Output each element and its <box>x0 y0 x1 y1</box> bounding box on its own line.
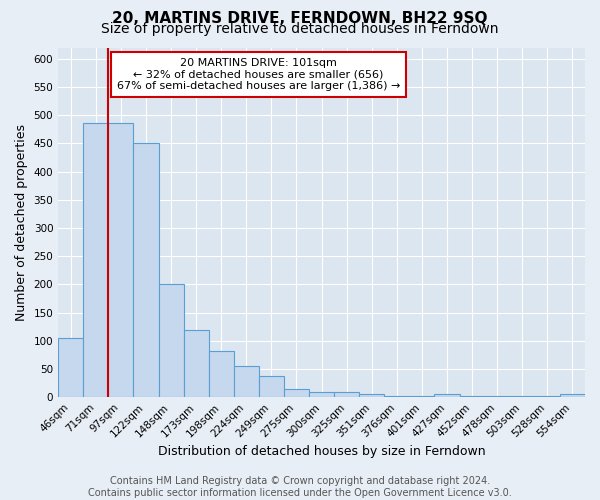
Bar <box>460 396 485 397</box>
Bar <box>184 330 209 397</box>
Bar <box>385 396 409 397</box>
Bar <box>259 376 284 397</box>
Bar <box>434 394 460 397</box>
Bar <box>83 122 109 397</box>
Text: Contains HM Land Registry data © Crown copyright and database right 2024.
Contai: Contains HM Land Registry data © Crown c… <box>88 476 512 498</box>
Bar <box>209 351 234 397</box>
Bar <box>560 394 585 397</box>
Text: 20, MARTINS DRIVE, FERNDOWN, BH22 9SQ: 20, MARTINS DRIVE, FERNDOWN, BH22 9SQ <box>112 11 488 26</box>
Text: 20 MARTINS DRIVE: 101sqm
← 32% of detached houses are smaller (656)
67% of semi-: 20 MARTINS DRIVE: 101sqm ← 32% of detach… <box>116 58 400 91</box>
Bar <box>284 389 309 397</box>
Bar <box>234 366 259 397</box>
Text: Size of property relative to detached houses in Ferndown: Size of property relative to detached ho… <box>101 22 499 36</box>
Bar <box>58 338 83 397</box>
X-axis label: Distribution of detached houses by size in Ferndown: Distribution of detached houses by size … <box>158 444 485 458</box>
Bar <box>334 392 359 397</box>
Bar <box>109 122 133 397</box>
Bar <box>485 396 510 397</box>
Bar <box>409 396 434 397</box>
Bar <box>133 144 158 397</box>
Bar <box>535 396 560 397</box>
Y-axis label: Number of detached properties: Number of detached properties <box>15 124 28 321</box>
Bar <box>158 284 184 397</box>
Bar <box>510 396 535 397</box>
Bar <box>309 392 334 397</box>
Bar <box>359 394 385 397</box>
